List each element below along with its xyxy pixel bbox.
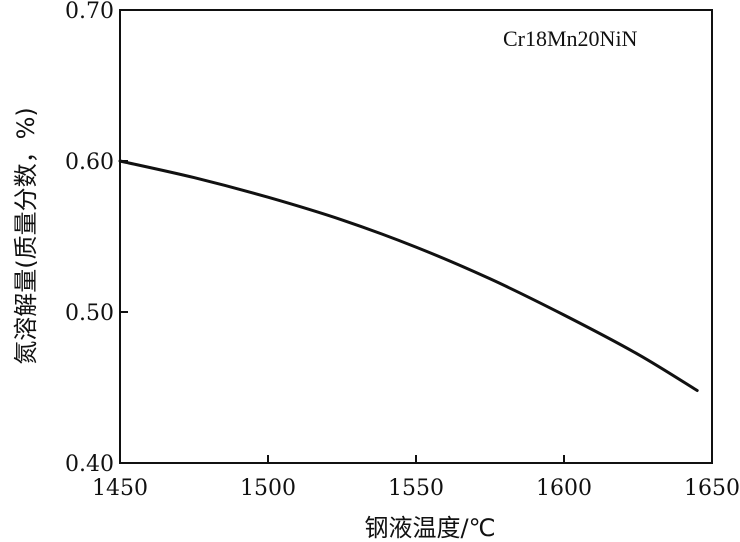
y-tick-label: 0.50: [65, 301, 114, 326]
x-tick-label: 1450: [92, 476, 148, 501]
x-axis-title: 钢液温度/℃: [364, 514, 495, 542]
series-annotation: Cr18Mn20NiN: [503, 26, 638, 51]
y-axis-ticks: 0.40 0.50 0.60 0.70: [65, 0, 128, 477]
plot-frame: [119, 9, 713, 464]
y-axis-title: 氮溶解量(质量分数，%): [12, 107, 40, 365]
x-tick-label: 1500: [240, 476, 296, 501]
y-tick-label: 0.70: [65, 0, 114, 24]
x-tick-label: 1550: [388, 476, 444, 501]
series-line: [118, 159, 699, 392]
x-tick-label: 1650: [684, 476, 740, 501]
x-axis-ticks: 1450 1500 1550 1600 1650: [92, 455, 740, 501]
x-tick-label: 1600: [536, 476, 592, 501]
y-tick-label: 0.40: [65, 452, 114, 477]
y-tick-label: 0.60: [65, 150, 114, 175]
